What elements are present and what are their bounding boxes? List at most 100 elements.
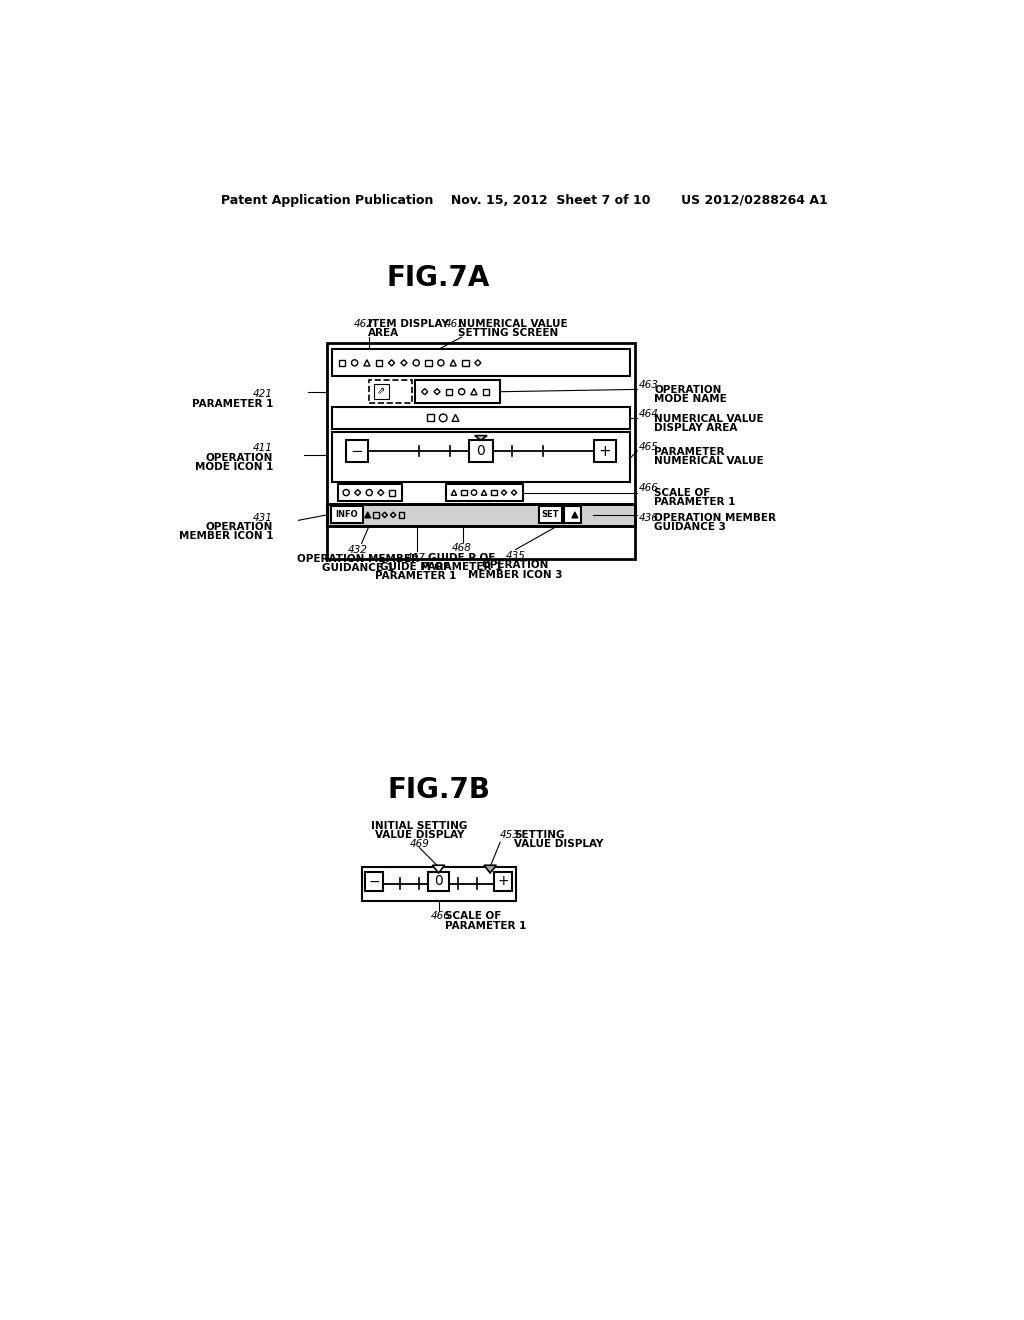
- Bar: [469, 441, 494, 462]
- Text: −: −: [350, 444, 364, 458]
- Text: NUMERICAL VALUE: NUMERICAL VALUE: [458, 318, 567, 329]
- Bar: [399, 512, 404, 517]
- Text: INITIAL SETTING: INITIAL SETTING: [371, 821, 468, 830]
- Text: 466: 466: [431, 911, 451, 921]
- Text: MEMBER ICON 3: MEMBER ICON 3: [468, 570, 563, 579]
- Bar: [594, 441, 615, 462]
- Bar: [374, 384, 389, 400]
- Text: OPERATION: OPERATION: [654, 385, 722, 395]
- Text: PARAMETER 1: PARAMETER 1: [444, 921, 526, 931]
- Text: SETTING SCREEN: SETTING SCREEN: [458, 327, 558, 338]
- Text: ⇗: ⇗: [376, 387, 384, 397]
- Text: PARAMETER: PARAMETER: [654, 447, 725, 457]
- Bar: [327, 343, 635, 558]
- Text: AREA: AREA: [368, 327, 398, 338]
- Bar: [416, 380, 500, 404]
- Text: PARAMETER 1: PARAMETER 1: [654, 498, 735, 507]
- Text: 469: 469: [410, 840, 429, 849]
- Bar: [327, 504, 635, 525]
- Text: 468: 468: [452, 544, 472, 553]
- Text: FIG.7B: FIG.7B: [387, 776, 490, 804]
- Text: 463: 463: [639, 380, 658, 389]
- Text: ITEM DISPLAY: ITEM DISPLAY: [368, 318, 449, 329]
- Text: −: −: [368, 874, 380, 888]
- Text: SET: SET: [542, 511, 559, 519]
- Text: NUMERICAL VALUE: NUMERICAL VALUE: [654, 457, 764, 466]
- Text: VALUE DISPLAY: VALUE DISPLAY: [375, 830, 464, 840]
- Text: OPERATION: OPERATION: [206, 453, 273, 462]
- Text: FIG.7A: FIG.7A: [387, 264, 490, 292]
- Text: 465: 465: [639, 442, 658, 453]
- Bar: [492, 490, 497, 495]
- Text: 462: 462: [354, 318, 374, 329]
- Bar: [333, 350, 630, 376]
- Text: 421: 421: [253, 389, 273, 400]
- Bar: [333, 407, 630, 429]
- Text: GUIDANCE 1: GUIDANCE 1: [322, 564, 393, 573]
- Text: 411: 411: [253, 444, 273, 453]
- Text: OPERATION MEMBER: OPERATION MEMBER: [654, 512, 776, 523]
- Bar: [346, 441, 368, 462]
- Bar: [425, 360, 432, 366]
- Bar: [446, 484, 523, 502]
- Bar: [539, 507, 562, 524]
- Bar: [339, 360, 345, 366]
- Text: Patent Application Publication    Nov. 15, 2012  Sheet 7 of 10       US 2012/028: Patent Application Publication Nov. 15, …: [221, 194, 828, 207]
- Bar: [427, 414, 434, 421]
- Polygon shape: [571, 512, 578, 517]
- Polygon shape: [432, 866, 444, 873]
- Text: GUIDE P OF: GUIDE P OF: [428, 553, 496, 562]
- Bar: [327, 504, 635, 525]
- Bar: [463, 360, 469, 366]
- Polygon shape: [365, 512, 371, 517]
- Text: OPERATION MEMBER: OPERATION MEMBER: [297, 554, 419, 564]
- Text: 453: 453: [500, 830, 520, 840]
- Text: GUIDE M OF: GUIDE M OF: [380, 562, 451, 572]
- Text: 436: 436: [639, 512, 658, 523]
- Bar: [461, 490, 467, 495]
- Bar: [361, 867, 515, 902]
- Text: SCALE OF: SCALE OF: [444, 911, 501, 921]
- Bar: [365, 873, 383, 891]
- Bar: [370, 380, 412, 404]
- Text: MODE ICON 1: MODE ICON 1: [195, 462, 273, 471]
- Text: 466: 466: [639, 483, 658, 492]
- Text: 0: 0: [476, 444, 485, 458]
- Text: 0: 0: [434, 874, 443, 888]
- Bar: [483, 388, 489, 395]
- Text: +: +: [498, 874, 509, 888]
- Bar: [428, 873, 450, 891]
- Bar: [494, 873, 512, 891]
- Text: MODE NAME: MODE NAME: [654, 395, 727, 404]
- Polygon shape: [484, 866, 497, 873]
- Text: PARAMETER 1: PARAMETER 1: [421, 562, 503, 572]
- Text: 432: 432: [348, 545, 368, 554]
- Text: PARAMETER 1: PARAMETER 1: [191, 399, 273, 409]
- Text: DISPLAY AREA: DISPLAY AREA: [654, 424, 737, 433]
- Text: NUMERICAL VALUE: NUMERICAL VALUE: [654, 414, 764, 424]
- Bar: [389, 490, 395, 496]
- Text: 435: 435: [506, 552, 525, 561]
- Bar: [333, 432, 630, 482]
- Text: SETTING: SETTING: [514, 830, 564, 840]
- Text: 431: 431: [253, 512, 273, 523]
- Bar: [446, 388, 453, 395]
- Text: GUIDANCE 3: GUIDANCE 3: [654, 521, 726, 532]
- Text: SCALE OF: SCALE OF: [654, 488, 711, 498]
- Bar: [374, 512, 379, 517]
- Bar: [339, 484, 401, 502]
- Bar: [564, 507, 581, 524]
- Bar: [376, 360, 382, 366]
- Text: OPERATION: OPERATION: [482, 561, 549, 570]
- Text: INFO: INFO: [336, 511, 358, 519]
- Text: 467: 467: [406, 553, 425, 562]
- Text: 461: 461: [444, 318, 465, 329]
- Text: OPERATION: OPERATION: [206, 521, 273, 532]
- Text: +: +: [598, 444, 611, 458]
- Polygon shape: [475, 436, 487, 441]
- Text: MEMBER ICON 1: MEMBER ICON 1: [178, 531, 273, 541]
- Text: 464: 464: [639, 409, 658, 418]
- Bar: [331, 507, 364, 524]
- Text: VALUE DISPLAY: VALUE DISPLAY: [514, 840, 603, 849]
- Text: PARAMETER 1: PARAMETER 1: [375, 572, 456, 581]
